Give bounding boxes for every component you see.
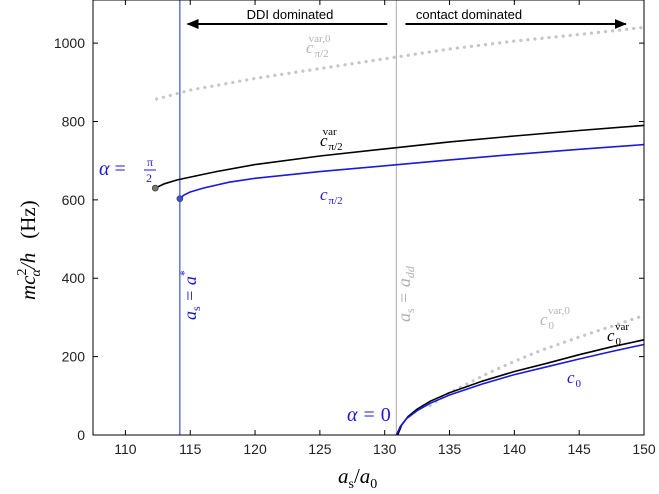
y-axis-label: mc2α/h(Hz): [15, 200, 44, 300]
x-tick-label-120: 120: [243, 441, 267, 457]
label-c-pi2-var0: cπ/2var,0: [306, 33, 331, 60]
x-tick-label-150: 150: [632, 441, 656, 457]
x-tick-label-125: 125: [308, 441, 332, 457]
y-tick-label-600: 600: [62, 192, 86, 208]
alpha-0-annotation: α = 0: [347, 404, 391, 426]
x-tick-label-140: 140: [503, 441, 527, 457]
y-tick-label-200: 200: [62, 349, 86, 365]
alpha-pi2-annotation: α = π 2: [99, 155, 156, 185]
series-c-0-var: [396, 339, 645, 436]
x-tick-label-145: 145: [567, 441, 591, 457]
label-c-pi2: cπ/2: [320, 185, 343, 207]
series-layer: [151, 0, 646, 436]
series-c-0: [395, 343, 645, 436]
tick-layer: 110 115 120 125 130 135 140 145 150 0 200 400 600 800…: [54, 0, 656, 457]
regime-arrows: DDI dominated contact dominated: [186, 7, 627, 29]
x-axis-label: as/a0: [338, 464, 377, 492]
contact-dominated-label: contact dominated: [416, 7, 522, 22]
plot-frame: [92, 0, 645, 436]
label-c-pi2-var: cπ/2var: [320, 126, 343, 153]
svg-text:π: π: [147, 155, 153, 169]
series-c-2-var-0: [154, 25, 646, 101]
y-tick-label-0: 0: [77, 427, 85, 443]
y-tick-label-1000: 1000: [54, 35, 85, 51]
x-tick-label-135: 135: [438, 441, 462, 457]
endpoint-marker-0: [151, 184, 159, 192]
x-tick-label-110: 110: [114, 441, 137, 457]
as-astar-label: as = a*: [177, 270, 203, 320]
x-tick-label-130: 130: [373, 441, 397, 457]
x-tick-label-115: 115: [179, 441, 202, 457]
svg-text:2: 2: [146, 171, 152, 185]
series-c-2-var: [154, 124, 645, 189]
label-c0-var0: c0var,0: [540, 305, 570, 332]
as-add-label: as = add: [394, 265, 417, 322]
ddi-dominated-label: DDI dominated: [247, 7, 334, 22]
y-tick-label-400: 400: [62, 270, 86, 286]
label-c0-var: c0var: [607, 321, 629, 348]
series-c-0-var-0: [428, 313, 646, 408]
y-tick-label-800: 800: [62, 113, 86, 129]
series-c-2: [179, 143, 645, 200]
svg-text:α=: α =: [99, 158, 126, 180]
endpoint-marker-1: [176, 195, 184, 202]
label-c0: c0: [567, 368, 582, 390]
